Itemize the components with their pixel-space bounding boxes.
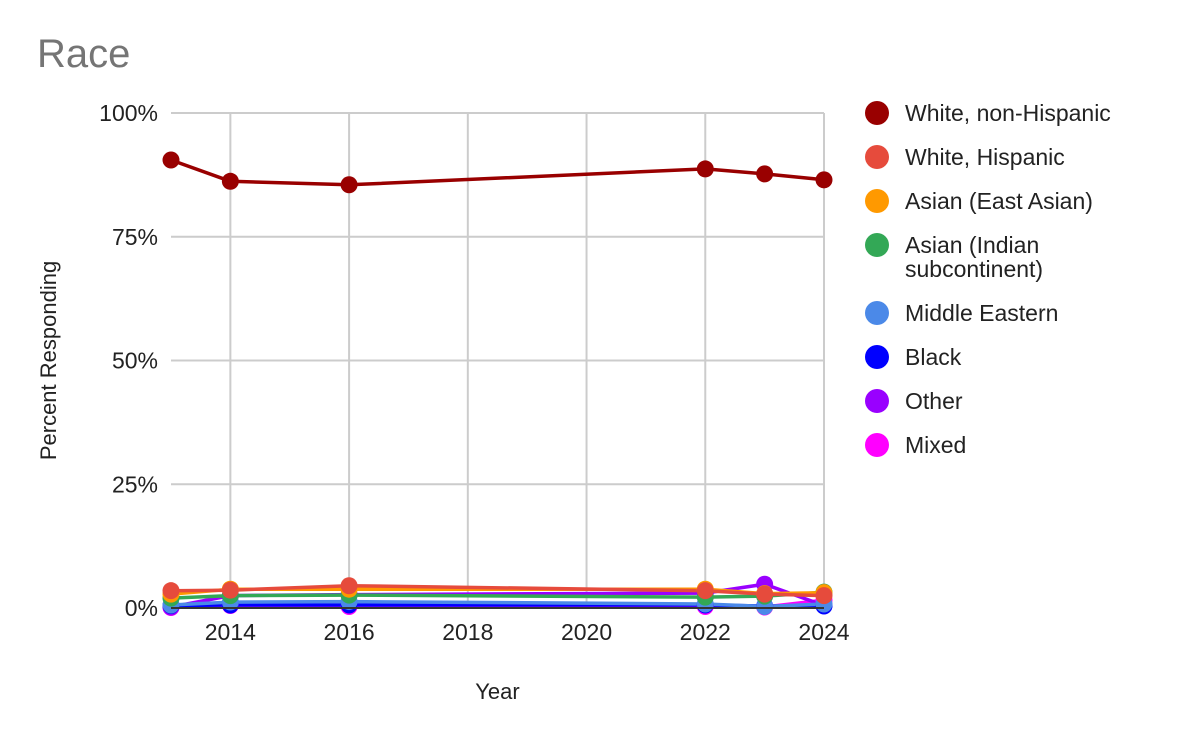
y-tick-label: 75% [112, 224, 158, 250]
legend-item[interactable]: Asian (East Asian) [865, 188, 1093, 214]
y-tick-label: 25% [112, 471, 158, 497]
legend-marker [865, 145, 889, 169]
legend-marker [865, 189, 889, 213]
data-point[interactable] [162, 582, 180, 600]
legend-label: Middle Eastern [905, 300, 1058, 326]
data-point[interactable] [340, 176, 358, 194]
data-point[interactable] [815, 587, 833, 605]
y-tick-label: 50% [112, 348, 158, 374]
legend-marker [865, 101, 889, 125]
x-tick-label: 2022 [680, 619, 731, 645]
legend-item[interactable]: Mixed [865, 432, 966, 458]
legend-item[interactable]: White, Hispanic [865, 144, 1065, 170]
legend-label: Asian (East Asian) [905, 188, 1093, 214]
legend: White, non-Hispanic White, Hispanic Asian … [865, 100, 1111, 458]
series-points [162, 151, 833, 617]
y-tick-label: 100% [99, 100, 158, 126]
data-point[interactable] [696, 160, 714, 178]
legend-marker [865, 345, 889, 369]
legend-marker [865, 433, 889, 457]
data-point[interactable] [756, 585, 774, 603]
legend-label: White, Hispanic [905, 144, 1065, 170]
chart-title: Race [37, 32, 131, 76]
legend-item[interactable]: Black [865, 344, 962, 370]
series-lines [170, 158, 825, 610]
data-point[interactable] [696, 582, 714, 600]
legend-label: White, non-Hispanic [905, 100, 1111, 126]
data-point[interactable] [221, 581, 239, 599]
x-axis-title: Year [475, 679, 519, 704]
legend-marker [865, 233, 889, 257]
x-tick-label: 2016 [324, 619, 375, 645]
legend-marker [865, 301, 889, 325]
legend-label: Mixed [905, 432, 966, 458]
y-tick-label: 0% [125, 595, 158, 621]
series-line [170, 583, 825, 598]
legend-item[interactable]: Middle Eastern [865, 300, 1058, 326]
legend-item[interactable]: White, non-Hispanic [865, 100, 1111, 126]
series-line [170, 599, 825, 609]
y-axis-ticks: 0% 25% 50% 75% 100% [99, 100, 158, 621]
data-point[interactable] [340, 577, 358, 595]
x-tick-label: 2014 [205, 619, 256, 645]
gridlines [171, 112, 825, 608]
x-tick-label: 2020 [561, 619, 612, 645]
data-point[interactable] [162, 151, 180, 169]
legend-label: Asian (Indian [905, 232, 1039, 258]
legend-label: Other [905, 388, 963, 414]
legend-marker [865, 389, 889, 413]
x-tick-label: 2018 [442, 619, 493, 645]
data-point[interactable] [815, 171, 833, 189]
legend-label: Black [905, 344, 962, 370]
x-tick-label: 2024 [798, 619, 849, 645]
legend-label: subcontinent) [905, 256, 1043, 282]
data-point[interactable] [756, 165, 774, 183]
x-axis-ticks: 2014 2016 2018 2020 2022 2024 [205, 619, 850, 645]
data-point[interactable] [221, 172, 239, 190]
series-line [170, 158, 825, 187]
legend-item[interactable]: Other [865, 388, 963, 414]
y-axis-title: Percent Responding [36, 261, 61, 460]
